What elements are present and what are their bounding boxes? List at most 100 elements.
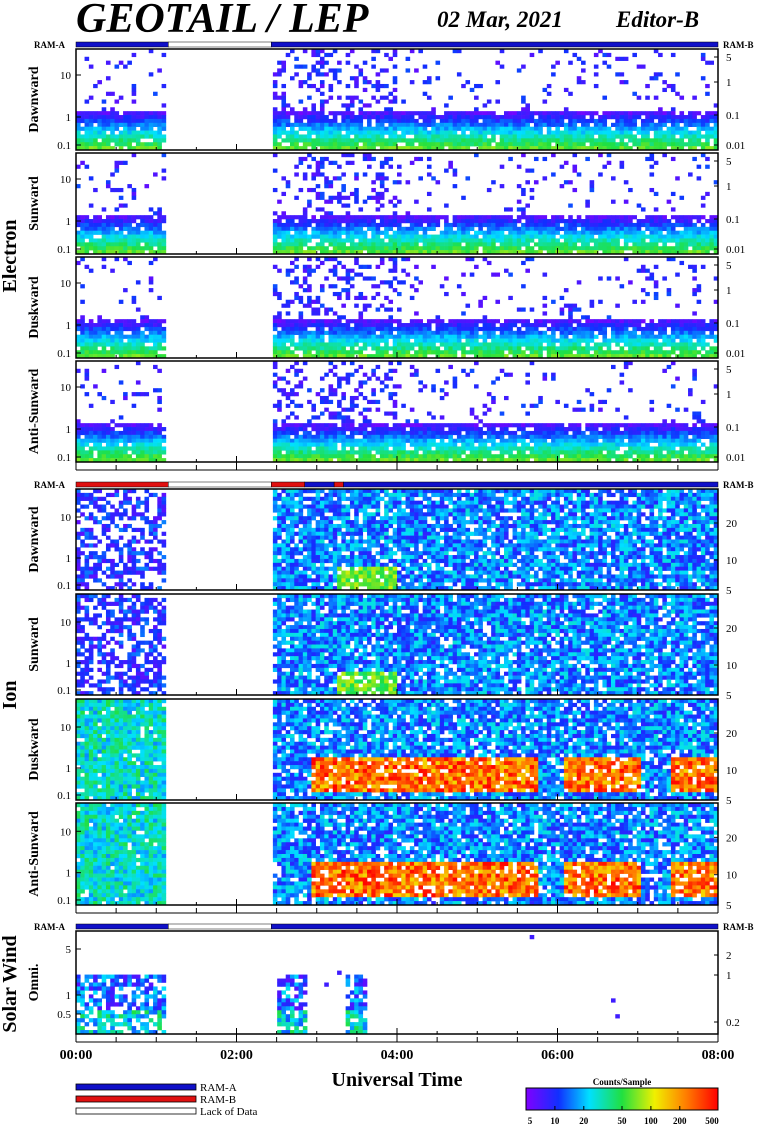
spectrogram-cell [367,454,372,459]
spectrogram-cell [311,49,316,54]
spectrogram-cell [328,388,334,393]
spectrogram-cell [88,423,94,428]
spectrogram-cell [619,115,625,120]
spectrogram-cell [354,195,359,200]
spectrogram-cell [272,288,278,293]
spectrogram-cell [486,234,492,239]
spectrogram-cell [700,323,706,328]
spectrogram-cell [101,115,107,120]
spectrogram-cell [131,118,137,124]
spectrogram-cell [636,342,642,347]
spectrogram-cell [84,427,90,432]
spectrogram-cell [290,146,295,151]
spectrogram-cell [521,230,526,235]
spectrogram-cell [345,246,351,251]
spectrogram-cell [332,246,338,251]
spectrogram-cell [474,354,479,359]
ram-a-label-sw: RAM-A [34,922,65,932]
spectrogram-cell [153,222,158,228]
spectrogram-cell [692,268,697,273]
spectrogram-cell [319,442,325,447]
spectrogram-cell [461,222,466,228]
spectrogram-cell [384,326,389,332]
spectrogram-cell [559,295,565,301]
spectrogram-cell [345,226,351,231]
spectrogram-cell [559,323,565,328]
spectrogram-cell [533,134,539,139]
spectrogram-cell [589,115,595,120]
spectrogram-cell [640,250,646,255]
spectrogram-cell [662,238,667,243]
editor-label: Editor-B [615,7,699,32]
spectrogram-cell [281,303,287,308]
spectrogram-cell [653,226,659,231]
spectrogram-cell [546,319,552,324]
spectrogram-cell [114,142,120,147]
spectrogram-cell [525,319,530,324]
spectrogram-cell [298,427,304,432]
spectrogram-cell [688,118,693,124]
spectrogram-cell [542,338,548,343]
spectrogram-cell [379,172,385,177]
spectrogram-cell [461,195,466,200]
spectrogram-cell [307,350,312,355]
spectrogram-cell [140,122,145,127]
spectrogram-cell [512,222,518,228]
spectrogram-cell [456,230,462,235]
spectrogram-cell [319,99,325,104]
spectrogram-cell [482,118,488,124]
spectrogram-cell [341,153,346,158]
spectrogram-cell [294,446,299,451]
spectrogram-cell [148,346,154,351]
spectrogram-cell [397,346,402,351]
spectrogram-cell [632,299,637,304]
spectrogram-cell [105,350,111,355]
spectrogram-cell [705,238,710,243]
spectrogram-cell [341,458,346,463]
spectrogram-cell [298,284,304,289]
spectrogram-cell [311,138,316,143]
spectrogram-cell [465,226,471,231]
spectrogram-cell [538,350,543,355]
spectrogram-cell [606,230,612,235]
spectrogram-cell [418,326,423,332]
spectrogram-cell [521,226,526,231]
spectrogram-cell [324,156,329,162]
spectrogram-cell [461,146,466,151]
spectrogram-cell [345,458,351,463]
spectrogram-cell [388,427,394,432]
spectrogram-cell [397,180,402,185]
spectrogram-cell [131,423,137,428]
spectrogram-cell [649,334,655,339]
spectrogram-cell [388,307,394,312]
spectrogram-cell [418,138,423,143]
spectrogram-cell [277,134,282,139]
spectrogram-cell [551,246,556,251]
spectrogram-cell [110,268,115,273]
spectrogram-cell [444,222,449,228]
spectrogram-cell [563,238,569,243]
spectrogram-cell [388,130,394,135]
spectrogram-cell [148,130,154,135]
spectrogram-cell [538,234,543,239]
spectrogram-cell [362,326,368,332]
spectrogram-cell [345,211,351,216]
spectrogram-cell [465,350,471,355]
spectrogram-cell [161,215,167,220]
spectrogram-cell [157,427,162,432]
spectrogram-cell [397,334,402,339]
spectrogram-cell [367,458,372,463]
spectrogram-cell [88,219,94,224]
spectrogram-cell [144,246,150,251]
spectrogram-cell [332,342,338,347]
spectrogram-cell [452,342,458,347]
spectrogram-cell [131,153,137,158]
spectrogram-cell [615,118,620,124]
spectrogram-cell [444,122,449,127]
spectrogram-cell [465,134,471,139]
spectrogram-cell [110,442,115,447]
spectrogram-cell [392,238,398,243]
spectrogram-cell [272,142,278,147]
spectrogram-cell [546,115,552,120]
spectrogram-cell [696,111,702,116]
